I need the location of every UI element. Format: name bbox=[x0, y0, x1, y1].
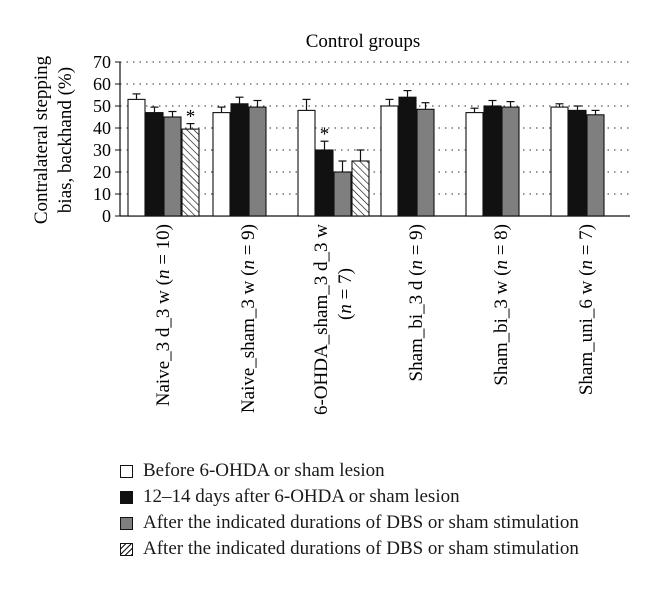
bar bbox=[550, 106, 569, 217]
legend-swatch-hatched bbox=[120, 542, 133, 556]
y-tick-label: 30 bbox=[93, 140, 111, 160]
bar bbox=[145, 112, 164, 217]
y-axis-label-line1: Contralateral stepping bbox=[31, 55, 52, 224]
bar bbox=[333, 171, 352, 217]
y-tick-label: 70 bbox=[93, 52, 111, 72]
legend-label: 12–14 days after 6-OHDA or sham lesion bbox=[143, 486, 460, 507]
bar bbox=[230, 103, 249, 217]
y-tick-label: 60 bbox=[93, 74, 111, 94]
legend-item-before-lesion: Before 6-OHDA or sham lesion bbox=[120, 458, 579, 484]
x-category-label: Sham_bi_3 d (n = 9) bbox=[406, 224, 427, 381]
legend-label: After the indicated durations of DBS or … bbox=[143, 512, 579, 533]
bar bbox=[465, 112, 484, 217]
x-category-label: Naive_3 d_3 w (n = 10) bbox=[153, 224, 174, 406]
legend-item-after-dbs: After the indicated durations of DBS or … bbox=[120, 510, 579, 536]
bar bbox=[181, 128, 200, 217]
legend-label: Before 6-OHDA or sham lesion bbox=[143, 460, 385, 481]
legend: Before 6-OHDA or sham lesion 12–14 days … bbox=[120, 458, 579, 562]
bar bbox=[568, 109, 587, 217]
bar bbox=[501, 106, 520, 217]
bar bbox=[248, 106, 267, 217]
bar bbox=[483, 105, 502, 217]
bar bbox=[586, 114, 605, 217]
y-axis-label-line2: bias, backhand (%) bbox=[55, 67, 76, 213]
bar bbox=[212, 112, 231, 217]
bar bbox=[297, 109, 316, 217]
x-category-label-line2: (n = 7) bbox=[335, 268, 356, 320]
y-tick-label: 40 bbox=[93, 118, 111, 138]
legend-item-after-lesion: 12–14 days after 6-OHDA or sham lesion bbox=[120, 484, 579, 510]
x-category-label: Sham_bi_3 w (n = 8) bbox=[491, 224, 512, 386]
bar-chart: Control groups Contralateral stepping bi… bbox=[31, 31, 630, 415]
chart-title: Control groups bbox=[306, 31, 421, 52]
legend-swatch-white bbox=[120, 464, 133, 478]
x-category-label: Naive_sham_3 w (n = 9) bbox=[238, 224, 259, 413]
x-category-label: Sham_uni_6 w (n = 7) bbox=[576, 224, 597, 395]
legend-item-after-sham-stim: After the indicated durations of DBS or … bbox=[120, 536, 579, 562]
y-tick-label: 20 bbox=[93, 162, 111, 182]
bar bbox=[380, 105, 399, 217]
bar bbox=[163, 116, 182, 217]
bar bbox=[127, 98, 146, 217]
bar bbox=[398, 96, 417, 217]
y-tick-label: 10 bbox=[93, 184, 111, 204]
y-tick-label: 50 bbox=[93, 96, 111, 116]
bar bbox=[416, 108, 435, 217]
bar bbox=[315, 149, 334, 217]
significance-marker: * bbox=[320, 124, 330, 145]
legend-label: After the indicated durations of DBS or … bbox=[143, 538, 579, 559]
y-tick-label: 0 bbox=[102, 206, 111, 226]
legend-swatch-gray bbox=[120, 516, 133, 530]
x-category-label: 6-OHDA_sham_3 d_3 w bbox=[311, 224, 332, 415]
significance-marker: * bbox=[186, 107, 196, 128]
legend-swatch-black bbox=[120, 490, 133, 504]
bar bbox=[351, 160, 370, 217]
